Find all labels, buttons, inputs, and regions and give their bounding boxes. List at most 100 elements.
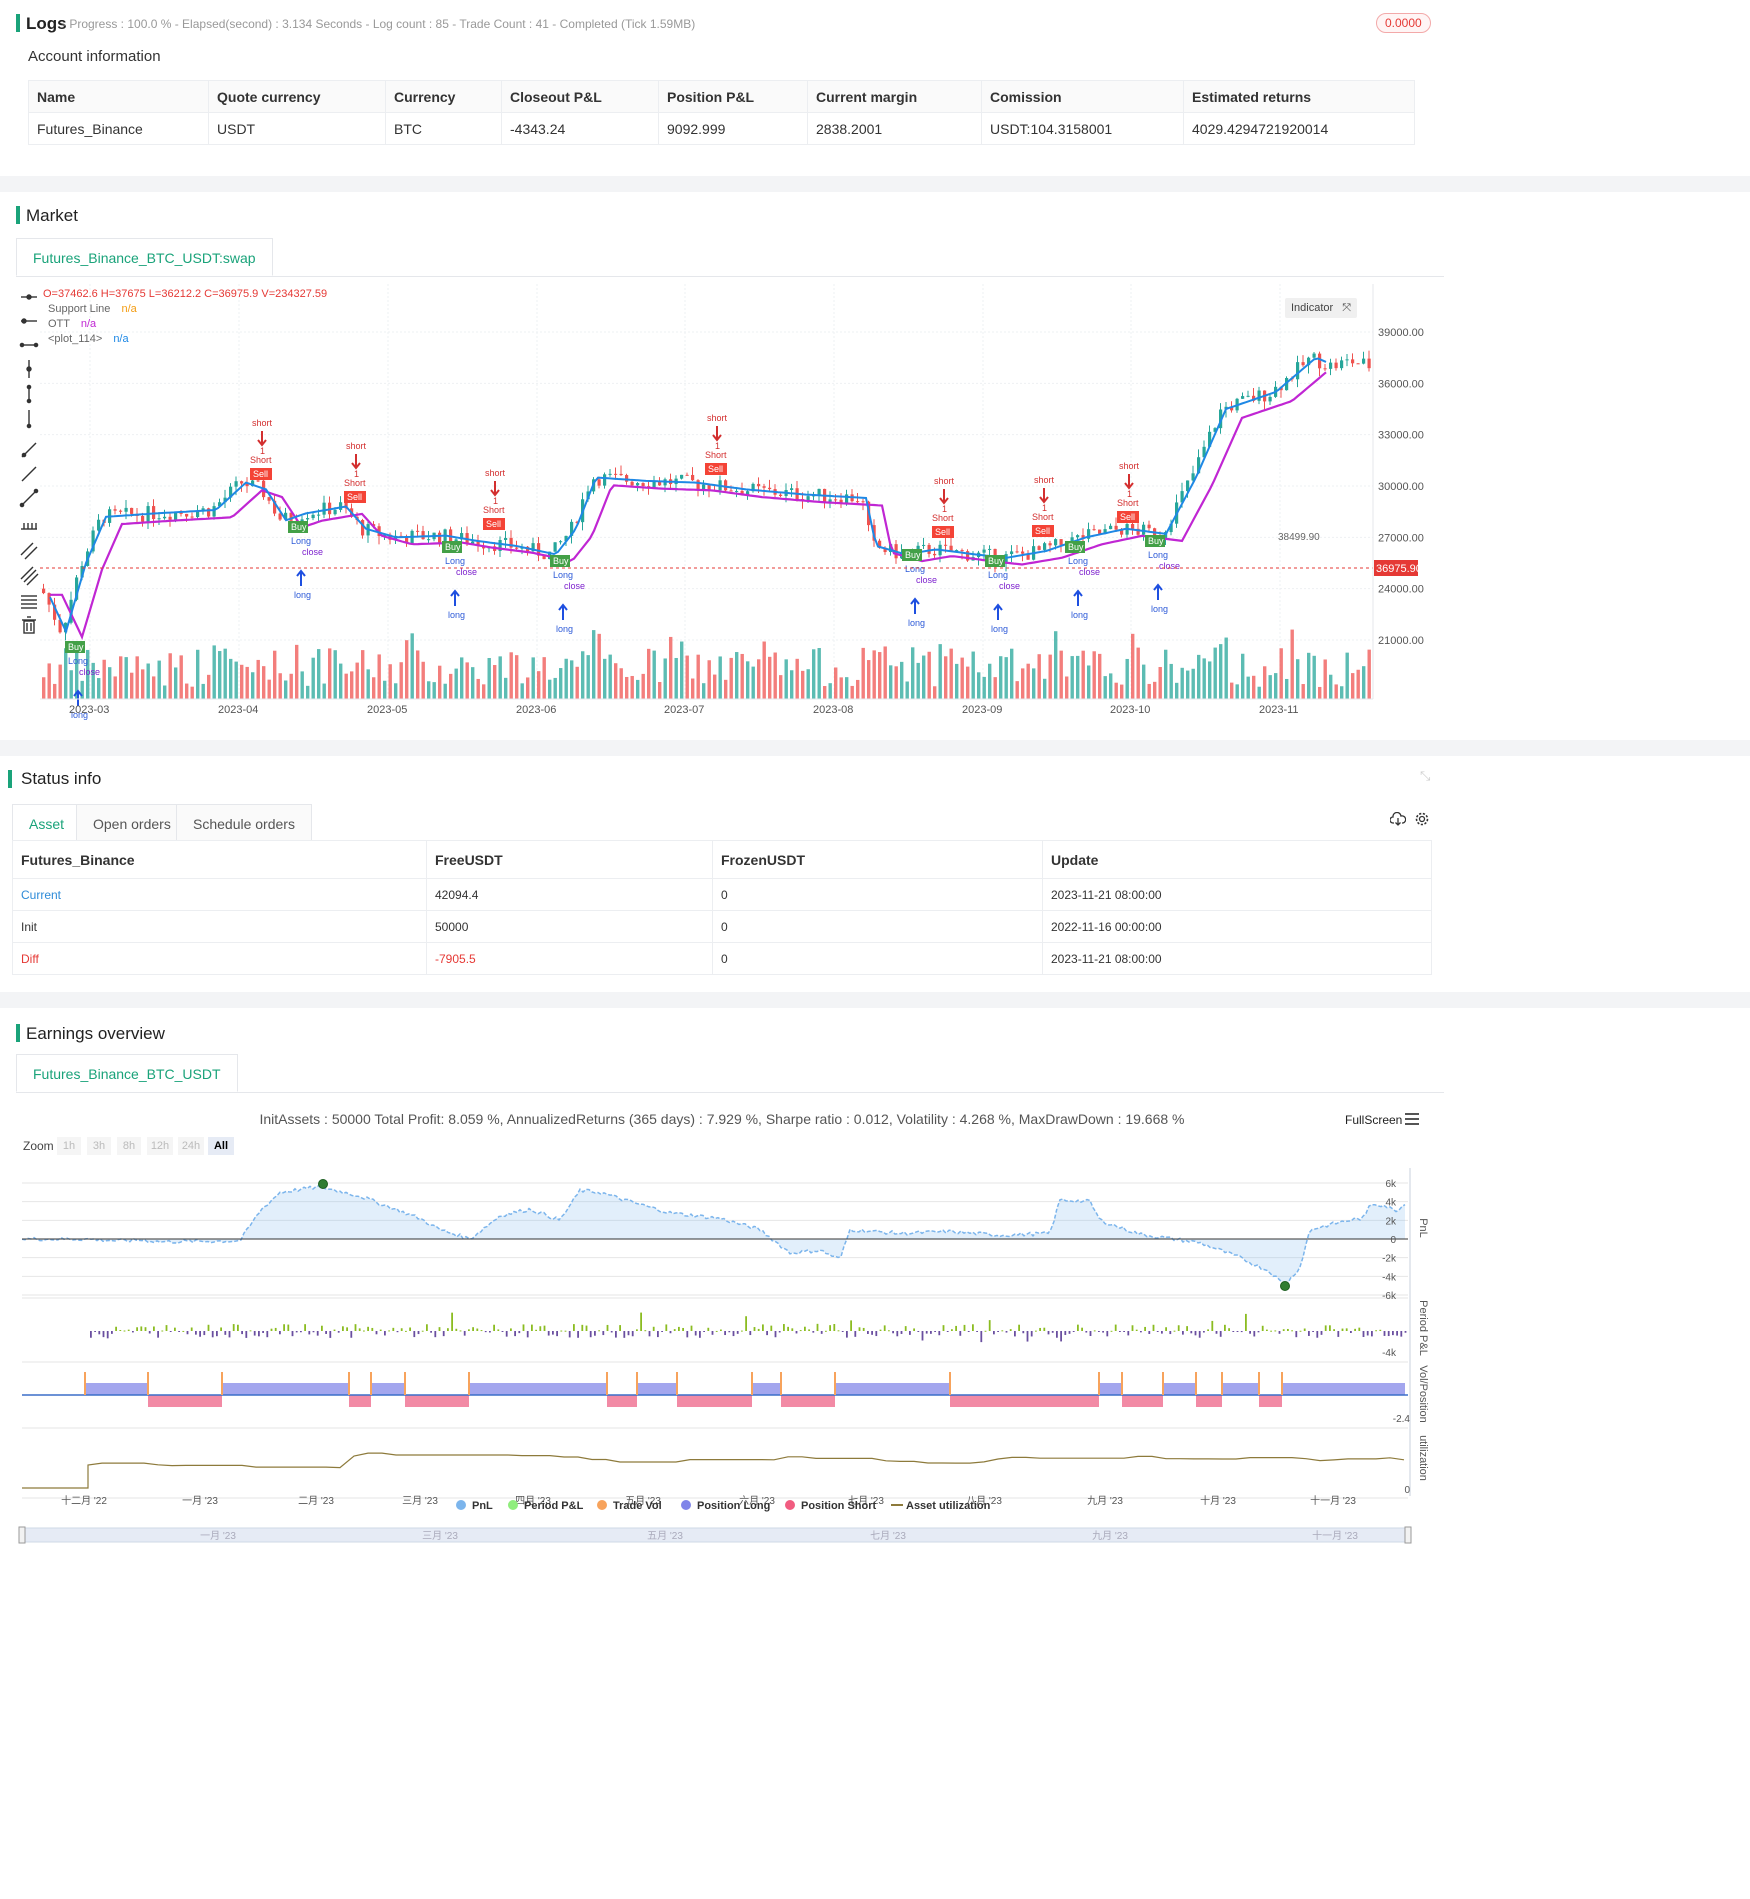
period-pnl-bar	[459, 1330, 462, 1332]
candle-body	[1092, 529, 1096, 531]
fullscreen-button[interactable]: FullScreen	[1345, 1113, 1402, 1127]
parallel-channel-tool-icon[interactable]	[20, 542, 38, 560]
volume-bar	[168, 653, 172, 699]
earnings-chart[interactable]: 6k 4k 2k 0 -2k -4k -6k -4k -2.4 0 PnL Period P&L Vol…	[0, 1158, 1444, 1899]
volume-bar	[201, 683, 205, 699]
long-label: Long	[553, 570, 573, 580]
period-pnl-bar	[1131, 1325, 1134, 1331]
pnl-tick-label: 6k	[1385, 1179, 1397, 1190]
tab-asset[interactable]: Asset	[12, 804, 82, 842]
segment-tool-icon[interactable]	[19, 488, 39, 508]
cloud-download-icon[interactable]	[1389, 811, 1407, 831]
volume-bar	[300, 671, 304, 699]
candlestick-chart[interactable]: Buy Long close long Buy Long close long Buy Long c…	[40, 284, 1445, 724]
volume-bar	[207, 674, 211, 699]
horizontal-lines-tool-icon[interactable]	[21, 595, 37, 609]
period-pnl-bar	[1110, 1330, 1113, 1332]
indicator-button[interactable]: Indicator ⤧	[1285, 298, 1358, 318]
zoom-1h[interactable]: 1h	[57, 1137, 81, 1155]
volume-bar	[757, 659, 761, 699]
zoom-24h[interactable]: 24h	[178, 1137, 204, 1155]
period-pnl-bar	[1102, 1331, 1104, 1333]
logs-panel: Logs - Progress : 100.0 % - Elapsed(seco…	[0, 0, 1750, 176]
long-arrow-icon	[450, 589, 460, 606]
volume-bar	[311, 657, 315, 699]
period-pnl-bar	[661, 1331, 663, 1332]
volume-bar	[971, 651, 975, 699]
period-pnl-bar	[711, 1331, 714, 1335]
period-pnl-bar	[967, 1331, 970, 1332]
period-pnl-bar	[245, 1331, 248, 1338]
period-pnl-bar	[279, 1331, 281, 1335]
short-label: Short	[483, 505, 505, 515]
period-pnl-bar	[426, 1324, 428, 1331]
period-pnl-bar	[1362, 1331, 1365, 1337]
candle-body	[746, 491, 750, 495]
period-pnl-bar	[648, 1331, 651, 1337]
period-pnl-bar	[694, 1331, 697, 1336]
pnl-tick-label: -6k	[1382, 1291, 1397, 1302]
horizontal-segment-tool-icon[interactable]	[19, 342, 39, 348]
vertical-line-tool-icon[interactable]	[26, 360, 32, 378]
period-pnl-bar	[1337, 1331, 1340, 1337]
signal-qty-label: 1	[493, 496, 498, 506]
signal-qty-label: 1	[942, 504, 947, 514]
volume-bar	[1004, 657, 1008, 699]
volume-bar	[1274, 673, 1278, 699]
ray-line-tool-icon[interactable]	[21, 466, 37, 482]
candle-body	[64, 622, 68, 633]
horizontal-line-tool-icon[interactable]	[21, 294, 37, 300]
expand-icon[interactable]: ⤧	[1342, 302, 1352, 314]
candle-body	[955, 550, 959, 552]
zoom-8h[interactable]: 8h	[117, 1137, 141, 1155]
volume-bar	[1103, 676, 1107, 699]
tab-open-orders[interactable]: Open orders	[76, 804, 188, 842]
period-pnl-bar	[1224, 1324, 1226, 1331]
zoom-12h[interactable]: 12h	[147, 1137, 173, 1155]
volume-bar	[1213, 647, 1217, 699]
candle-body	[438, 532, 442, 543]
short-arrow-label: short	[707, 413, 728, 423]
zoom-3h[interactable]: 3h	[87, 1137, 111, 1155]
cell: 2022-11-16 00:00:00	[1042, 910, 1432, 943]
horizontal-ray-tool-icon[interactable]	[21, 318, 37, 324]
vertical-segment-tool-icon[interactable]	[26, 384, 32, 404]
vertical-ray-tool-icon[interactable]	[26, 410, 32, 429]
period-pnl-bar	[346, 1327, 348, 1331]
tab-earnings-symbol[interactable]: Futures_Binance_BTC_USDT	[16, 1054, 238, 1092]
volume-bar	[702, 683, 706, 699]
price-range-tool-icon[interactable]	[21, 523, 37, 530]
period-pnl-bar	[1001, 1330, 1004, 1332]
navigator-left-handle[interactable]	[18, 1526, 26, 1544]
pnl-tick-label: 4k	[1385, 1198, 1397, 1209]
tab-schedule-orders[interactable]: Schedule orders	[176, 804, 312, 842]
period-pnl-bar	[564, 1330, 567, 1332]
date-tick-label: 2023-07	[664, 704, 704, 716]
period-pnl-bar	[144, 1327, 147, 1331]
settings-gear-icon[interactable]	[1414, 811, 1430, 832]
trend-line-tool-icon[interactable]	[21, 442, 37, 458]
navigator-right-handle[interactable]	[1404, 1526, 1412, 1544]
candle-body	[828, 499, 832, 502]
volume-bar	[548, 679, 552, 699]
candle-body	[1109, 525, 1113, 530]
navigator-month-label: 九月 '23	[1092, 1530, 1128, 1542]
period-pnl-bar	[405, 1330, 407, 1332]
period-pnl-bar	[837, 1330, 840, 1332]
volume-bar	[850, 685, 854, 699]
period-pnl-bar	[1123, 1331, 1125, 1332]
trash-icon[interactable]	[22, 616, 36, 634]
volume-bar	[1351, 673, 1355, 699]
zoom-all[interactable]: All	[208, 1137, 234, 1155]
candle-body	[883, 547, 887, 553]
volume-bar	[526, 677, 530, 699]
volume-bar	[1296, 659, 1300, 699]
menu-icon[interactable]	[1404, 1112, 1420, 1131]
navigator-month-label: 一月 '23	[200, 1530, 236, 1542]
period-pnl-bar	[1035, 1330, 1037, 1332]
period-pnl-bar	[673, 1329, 676, 1331]
tab-market-symbol[interactable]: Futures_Binance_BTC_USDT:swap	[16, 238, 273, 276]
period-pnl-bar	[1245, 1313, 1247, 1331]
collapse-icon[interactable]: ⤡	[1420, 768, 1431, 783]
fib-tool-icon[interactable]	[20, 566, 39, 586]
